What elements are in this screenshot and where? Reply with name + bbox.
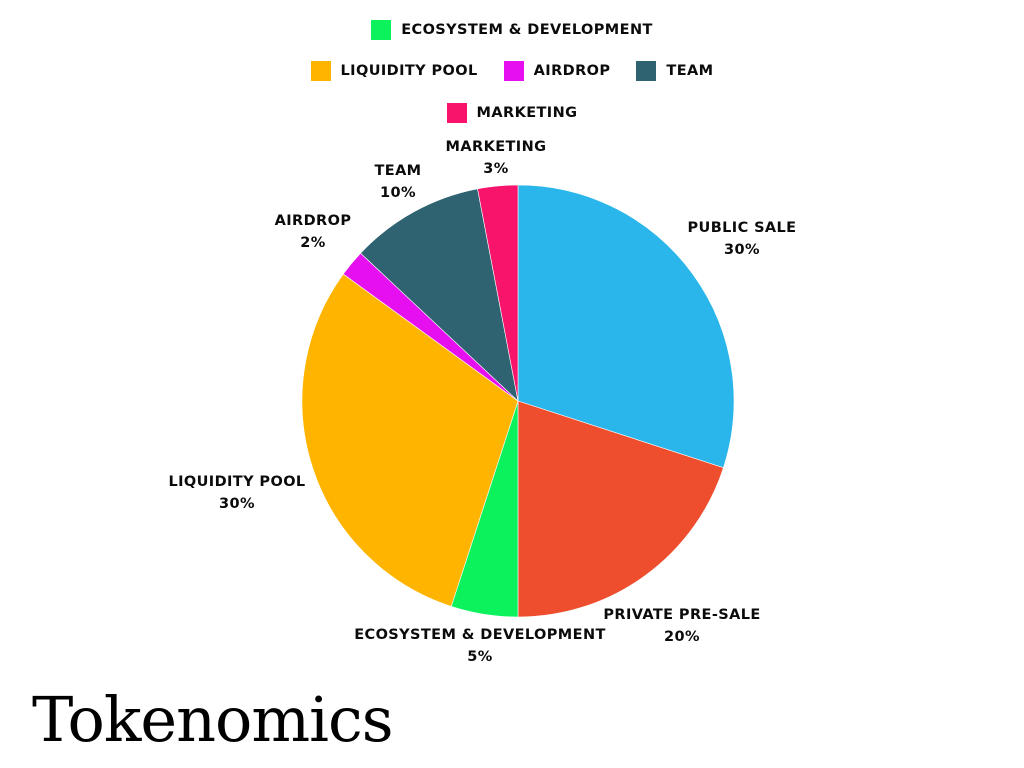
label-team: TEAM 10% xyxy=(374,160,421,204)
page-title: Tokenomics xyxy=(32,683,394,756)
legend-swatch-marketing xyxy=(446,103,467,123)
label-liquidity-pool: LIQUIDITY POOL 30% xyxy=(168,471,305,515)
legend-swatch-liquidity-pool xyxy=(310,61,331,81)
legend-swatch-ecosystem xyxy=(371,20,392,40)
legend-item-airdrop: AIRDROP xyxy=(503,61,611,81)
legend-label-liquidity-pool: LIQUIDITY POOL xyxy=(340,63,478,79)
legend-item-team: TEAM xyxy=(636,61,713,81)
slice-liquidity-pool xyxy=(301,273,519,607)
legend-label-team: TEAM xyxy=(666,63,714,79)
label-marketing-pct: 3% xyxy=(483,161,509,177)
label-public-sale-name: PUBLIC SALE xyxy=(687,220,797,236)
legend-item-ecosystem: ECOSYSTEM & DEVELOPMENT xyxy=(371,20,653,40)
legend-swatch-team xyxy=(636,61,657,81)
legend-label-ecosystem: ECOSYSTEM & DEVELOPMENT xyxy=(401,22,653,38)
label-marketing-name: MARKETING xyxy=(445,139,547,155)
label-ecosystem-development-name: ECOSYSTEM & DEVELOPMENT xyxy=(354,627,606,643)
label-airdrop-pct: 2% xyxy=(300,235,326,251)
label-private-pre-sale: PRIVATE PRE-SALE 20% xyxy=(603,604,760,648)
label-private-pre-sale-pct: 20% xyxy=(664,629,700,645)
slice-private-pre-sale xyxy=(517,400,724,618)
label-public-sale: PUBLIC SALE 30% xyxy=(688,217,797,261)
legend-swatch-airdrop xyxy=(503,61,524,81)
label-ecosystem-development: ECOSYSTEM & DEVELOPMENT 5% xyxy=(354,624,606,668)
label-liquidity-pool-name: LIQUIDITY POOL xyxy=(168,474,306,490)
legend-label-marketing: MARKETING xyxy=(476,105,578,121)
label-marketing: MARKETING 3% xyxy=(446,136,547,180)
legend-row-1: ECOSYSTEM & DEVELOPMENT xyxy=(0,20,1024,40)
label-public-sale-pct: 30% xyxy=(724,242,760,258)
legend-item-marketing: MARKETING xyxy=(446,103,578,123)
label-airdrop-name: AIRDROP xyxy=(274,213,352,229)
label-team-pct: 10% xyxy=(380,185,416,201)
label-ecosystem-development-pct: 5% xyxy=(467,649,493,665)
slice-marketing xyxy=(477,184,519,402)
legend-label-airdrop: AIRDROP xyxy=(533,63,611,79)
slice-team xyxy=(360,188,519,402)
label-liquidity-pool-pct: 30% xyxy=(219,496,255,512)
label-team-name: TEAM xyxy=(374,163,422,179)
legend-item-liquidity-pool: LIQUIDITY POOL xyxy=(310,61,478,81)
label-airdrop: AIRDROP 2% xyxy=(275,210,352,254)
slice-public-sale xyxy=(517,184,735,469)
legend-row-3: MARKETING xyxy=(0,103,1024,123)
label-private-pre-sale-name: PRIVATE PRE-SALE xyxy=(603,607,761,623)
legend-row-2: LIQUIDITY POOL AIRDROP TEAM xyxy=(0,61,1024,81)
